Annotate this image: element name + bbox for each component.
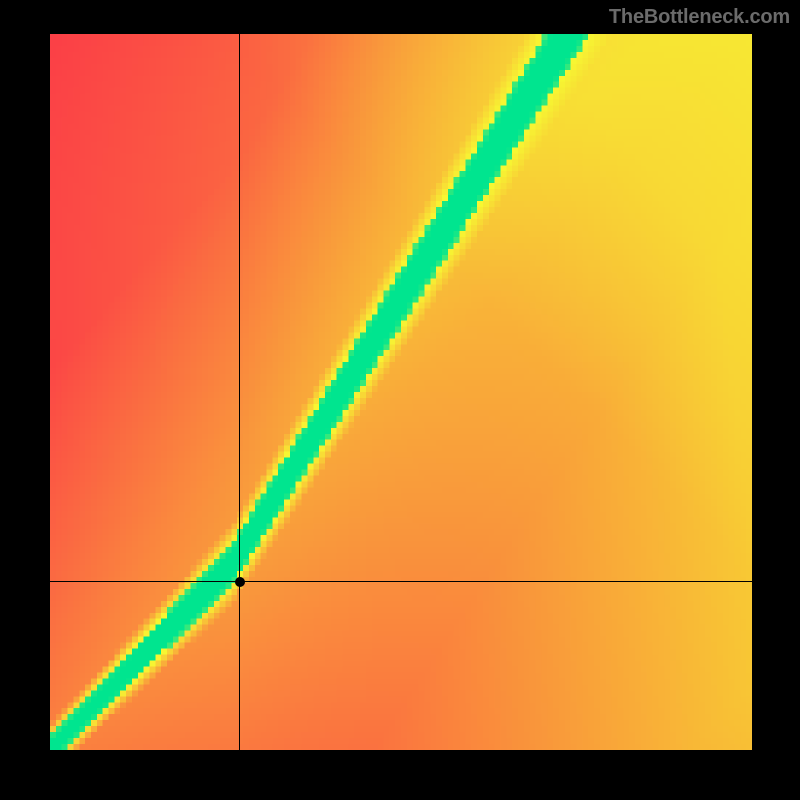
crosshair-horizontal: [50, 581, 752, 582]
bottleneck-heatmap: [50, 34, 752, 750]
heatmap-canvas: [50, 34, 752, 750]
branding-text: TheBottleneck.com: [609, 6, 790, 29]
crosshair-vertical: [239, 34, 240, 750]
crosshair-marker: [235, 577, 245, 587]
